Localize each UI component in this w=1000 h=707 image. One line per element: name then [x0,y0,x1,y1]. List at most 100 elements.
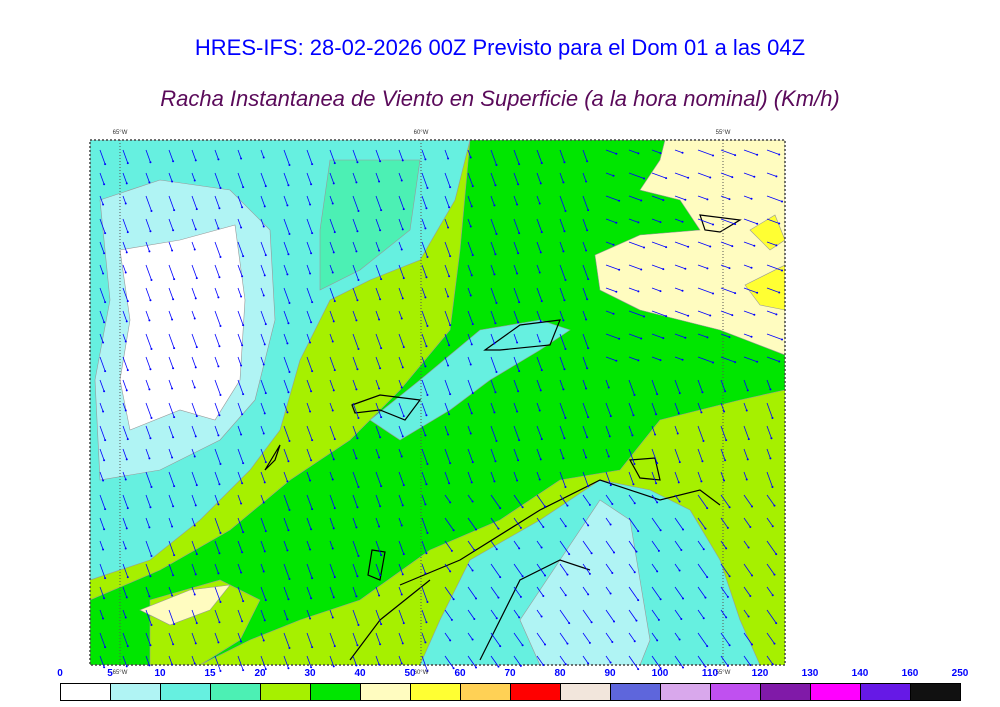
wind-arrow [168,586,173,596]
wind-arrow [513,609,520,618]
wind-arrow-head [149,230,152,233]
wind-arrow-head [588,641,591,644]
wind-arrow [490,241,496,255]
wind-arrow [628,448,635,465]
wind-arrow [536,195,541,204]
map-frame [89,139,786,666]
wind-arrow-head [400,179,403,182]
wind-arrow-head [401,642,404,645]
wind-arrow [283,540,288,551]
wind-arrow-head [103,528,106,531]
wind-arrow [352,448,357,459]
wind-arrow [421,448,428,465]
wind-arrow [536,448,542,460]
wind-arrow-head [775,622,778,625]
wind-arrow-head [751,574,754,577]
wind-arrow [467,586,477,599]
wind-arrow [283,655,289,669]
wind-arrow [490,425,497,442]
wind-arrow [605,356,617,362]
wind-arrow-head [193,524,196,527]
wind-arrow [421,333,427,347]
wind-arrow-head [494,460,497,463]
wind-arrow-head [331,202,334,205]
wind-arrow-head [516,410,519,413]
colorbar-tick-label: 0 [57,668,63,679]
wind-arrow-head [102,272,105,275]
wind-arrow-head [287,322,290,325]
wind-arrow [375,609,382,625]
wind-arrow-head [771,525,774,528]
wind-arrow-head [355,319,358,322]
wind-arrow-head [677,481,680,484]
wind-arrow-head [219,256,222,259]
wind-arrow-head [311,508,314,511]
wind-arrow-head [148,181,151,184]
meridian-label-top-55w: 55°W [715,130,731,136]
wind-arrow-head [562,250,565,253]
wind-arrow-head [726,595,729,598]
wind-arrow-head [263,205,266,208]
wind-arrow-head [448,413,451,416]
wind-arrow-head [540,369,543,372]
wind-arrow [605,149,617,155]
wind-arrow-head [402,415,405,418]
wind-arrow [398,172,403,181]
wind-arrow-head [609,661,612,664]
wind-arrow [421,609,427,623]
wind-arrow-head [450,549,453,552]
wind-arrow [421,494,426,505]
wind-arrow [375,149,381,162]
wind-arrow-head [611,503,614,506]
wind-arrow-head [333,300,336,303]
wind-arrow-head [539,251,542,254]
meridian-label-top-65w: 65°W [112,130,128,136]
wind-arrow [191,425,197,437]
wind-arrow-head [172,367,175,370]
wind-arrow-head [217,158,220,161]
wind-arrow [513,218,520,234]
wind-arrow [766,609,777,624]
wind-arrow [214,586,221,603]
wind-arrow-head [778,360,781,363]
wind-arrow [536,632,546,645]
wind-arrow-head [331,271,334,274]
wind-arrow [122,471,127,480]
wind-arrow-head [288,302,291,305]
wind-arrow [674,586,684,599]
wind-arrow [122,563,129,578]
wind-arrow [375,655,380,665]
wind-arrow [375,310,380,320]
wind-arrows [99,149,784,673]
wind-arrow-head [473,549,476,552]
field-15-20 [319,159,421,291]
wind-arrow-head [194,159,197,162]
wind-arrow-head [450,618,453,621]
wind-arrow [122,149,129,164]
wind-arrow-head [424,641,427,644]
wind-arrow-head [728,575,731,578]
wind-arrow [168,310,173,320]
wind-arrow-head [172,229,175,232]
wind-arrow [168,241,173,251]
wind-arrow-head [771,486,774,489]
wind-arrow-head [471,185,474,188]
wind-arrow [720,655,729,667]
wind-arrow [306,632,313,648]
wind-arrow-head [357,417,360,420]
wind-arrow-head [612,312,615,315]
wind-arrow [306,425,313,441]
wind-arrow [536,655,544,666]
wind-arrow-head [637,290,640,293]
wind-arrow-head [195,484,198,487]
wind-arrow-head [379,160,382,163]
wind-arrow-head [657,618,660,621]
wind-arrow-head [725,547,728,550]
field-10-15-center [369,319,571,441]
wind-arrow-head [125,527,128,530]
wind-arrow-head [262,294,265,297]
wind-arrow-head [586,367,589,370]
wind-arrow-head [331,547,334,550]
wind-arrow-head [587,416,590,419]
wind-arrow [651,563,658,572]
